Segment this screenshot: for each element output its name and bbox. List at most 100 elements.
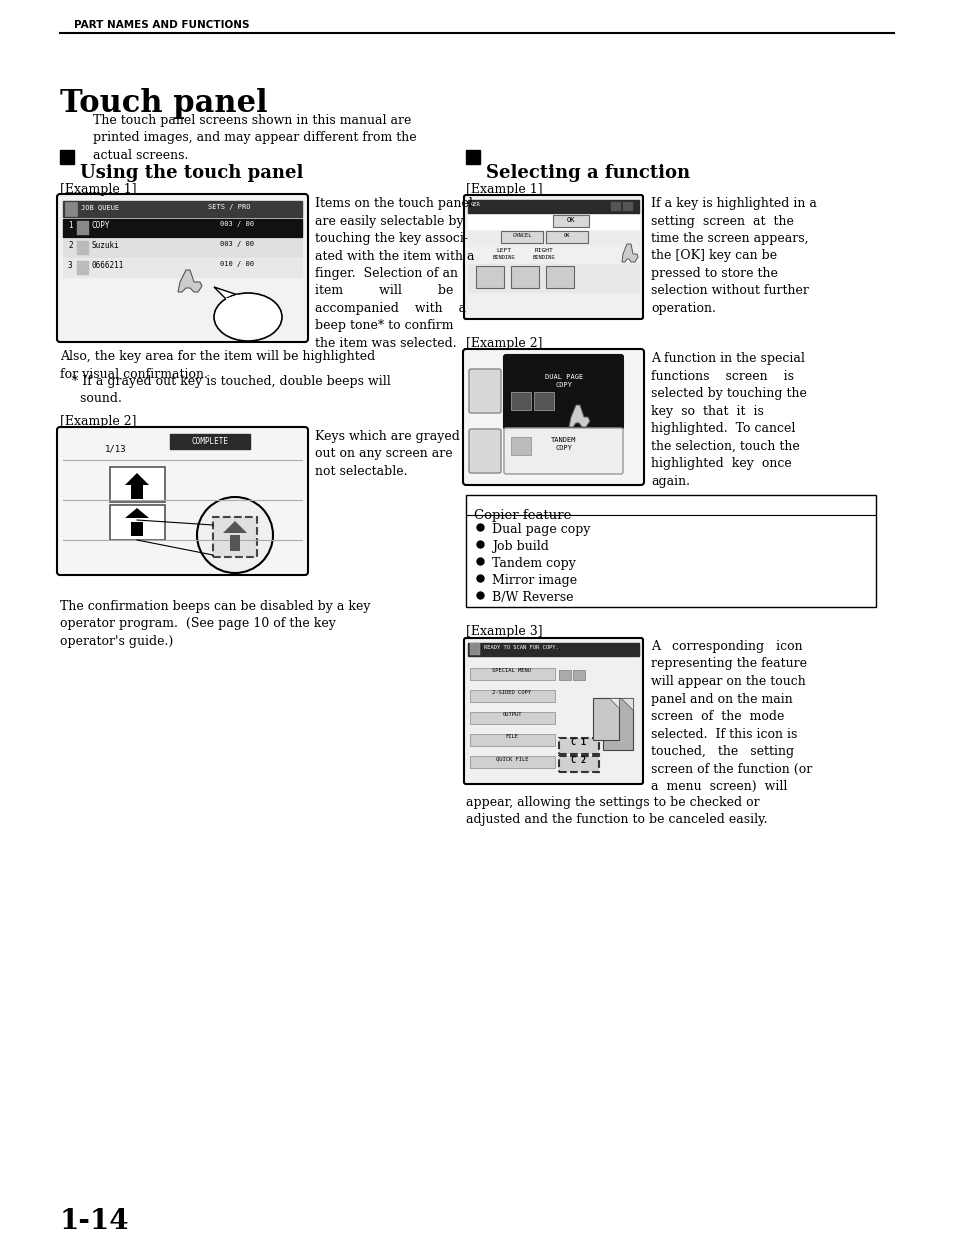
- Bar: [60, 149, 74, 164]
- Ellipse shape: [213, 293, 282, 341]
- Bar: [470, 713, 555, 724]
- Bar: [558, 756, 598, 772]
- Text: A   corresponding   icon
representing the feature
will appear on the touch
panel: A corresponding icon representing the fe…: [650, 640, 811, 793]
- Bar: [468, 643, 639, 656]
- Polygon shape: [223, 521, 247, 534]
- Bar: [77, 261, 89, 275]
- Text: appear, allowing the settings to be checked or
adjusted and the function to be c: appear, allowing the settings to be chec…: [465, 797, 767, 826]
- Text: JOB QUEUE: JOB QUEUE: [81, 204, 119, 210]
- Text: [Example 2]: [Example 2]: [465, 337, 542, 350]
- Text: [Example 1]: [Example 1]: [60, 183, 136, 196]
- Text: TANDEM: TANDEM: [551, 437, 577, 443]
- Text: Job build: Job build: [492, 540, 548, 553]
- Text: 3: 3: [68, 261, 72, 270]
- Text: * If a grayed out key is touched, double beeps will
  sound.: * If a grayed out key is touched, double…: [71, 375, 391, 405]
- Text: RIGHT: RIGHT: [534, 248, 553, 253]
- Text: C 1: C 1: [571, 739, 586, 747]
- Text: Suzuki: Suzuki: [91, 241, 120, 249]
- Circle shape: [196, 496, 273, 573]
- Bar: [468, 231, 639, 245]
- FancyBboxPatch shape: [463, 638, 642, 784]
- Bar: [534, 391, 554, 410]
- Bar: [470, 690, 555, 701]
- FancyBboxPatch shape: [469, 369, 500, 412]
- Text: C 2: C 2: [571, 756, 586, 764]
- Text: Copier feature: Copier feature: [474, 509, 571, 522]
- Text: COPY: COPY: [555, 382, 572, 388]
- Text: 2: 2: [68, 241, 72, 249]
- Bar: [63, 259, 302, 277]
- Text: A function in the special
functions    screen    is
selected by touching the
key: A function in the special functions scre…: [650, 352, 806, 488]
- Text: COMPLETE: COMPLETE: [192, 437, 229, 446]
- Text: B/W Reverse: B/W Reverse: [492, 592, 573, 604]
- Bar: [558, 671, 571, 680]
- Text: 1: 1: [68, 221, 72, 230]
- Text: Items on the touch panel
are easily selectable by
touching the key associ-
ated : Items on the touch panel are easily sele…: [314, 198, 474, 350]
- Polygon shape: [608, 698, 618, 708]
- FancyBboxPatch shape: [57, 194, 308, 342]
- Polygon shape: [125, 473, 149, 485]
- FancyBboxPatch shape: [503, 354, 622, 429]
- Bar: [470, 668, 555, 680]
- Text: SETS / PRO: SETS / PRO: [208, 204, 251, 210]
- Polygon shape: [178, 270, 202, 291]
- Polygon shape: [213, 287, 237, 299]
- Text: 2-SIDED COPY: 2-SIDED COPY: [492, 690, 531, 695]
- Bar: [468, 200, 639, 212]
- Text: QUICK FILE: QUICK FILE: [496, 756, 528, 761]
- FancyBboxPatch shape: [503, 429, 622, 474]
- Text: The touch panel screens shown in this manual are
printed images, and may appear : The touch panel screens shown in this ma…: [92, 114, 416, 162]
- Bar: [63, 240, 302, 257]
- FancyBboxPatch shape: [57, 427, 308, 576]
- Bar: [610, 203, 620, 211]
- Text: [Example 2]: [Example 2]: [60, 415, 136, 429]
- Bar: [131, 485, 143, 499]
- Bar: [468, 215, 639, 228]
- Bar: [553, 215, 588, 227]
- Bar: [470, 643, 479, 655]
- FancyBboxPatch shape: [469, 429, 500, 473]
- Text: 010 / 00: 010 / 00: [220, 261, 253, 267]
- Text: PART NAMES AND FUNCTIONS: PART NAMES AND FUNCTIONS: [74, 20, 250, 30]
- Bar: [593, 698, 618, 740]
- Bar: [545, 266, 574, 288]
- Text: [Example 3]: [Example 3]: [465, 625, 542, 638]
- Bar: [465, 495, 875, 606]
- Text: Using the touch panel: Using the touch panel: [80, 164, 303, 182]
- Bar: [511, 266, 538, 288]
- Text: Mirror image: Mirror image: [492, 574, 577, 587]
- Bar: [77, 221, 89, 235]
- Bar: [65, 203, 77, 216]
- Text: Also, the key area for the item will be highlighted
for visual confirmation.: Also, the key area for the item will be …: [60, 350, 375, 380]
- Bar: [622, 203, 633, 211]
- Bar: [230, 535, 240, 551]
- Text: OK: OK: [563, 233, 570, 238]
- Bar: [77, 241, 89, 254]
- Bar: [470, 756, 555, 768]
- Text: 1-14: 1-14: [60, 1208, 130, 1235]
- Text: Beep: Beep: [233, 308, 263, 321]
- Bar: [558, 739, 598, 755]
- Text: READY TO SCAN FOR COPY.: READY TO SCAN FOR COPY.: [483, 645, 558, 650]
- Bar: [468, 264, 639, 291]
- Text: LEFT: LEFT: [496, 248, 511, 253]
- Bar: [213, 517, 256, 557]
- Text: 0666211: 0666211: [91, 261, 124, 270]
- Text: BINDING: BINDING: [532, 254, 555, 261]
- Text: Selecting a function: Selecting a function: [485, 164, 689, 182]
- FancyBboxPatch shape: [463, 195, 642, 319]
- Bar: [545, 231, 587, 243]
- Text: FILE: FILE: [505, 734, 518, 739]
- Polygon shape: [568, 405, 589, 427]
- Bar: [511, 391, 531, 410]
- Polygon shape: [125, 508, 149, 517]
- Bar: [465, 149, 479, 164]
- Text: [Example 1]: [Example 1]: [465, 183, 542, 196]
- Text: COPY: COPY: [91, 221, 111, 230]
- Text: CANCEL: CANCEL: [512, 233, 531, 238]
- Bar: [170, 433, 250, 450]
- Bar: [470, 734, 555, 746]
- Text: GER: GER: [471, 203, 480, 207]
- Text: SPECIAL MENU: SPECIAL MENU: [492, 668, 531, 673]
- FancyBboxPatch shape: [462, 350, 643, 485]
